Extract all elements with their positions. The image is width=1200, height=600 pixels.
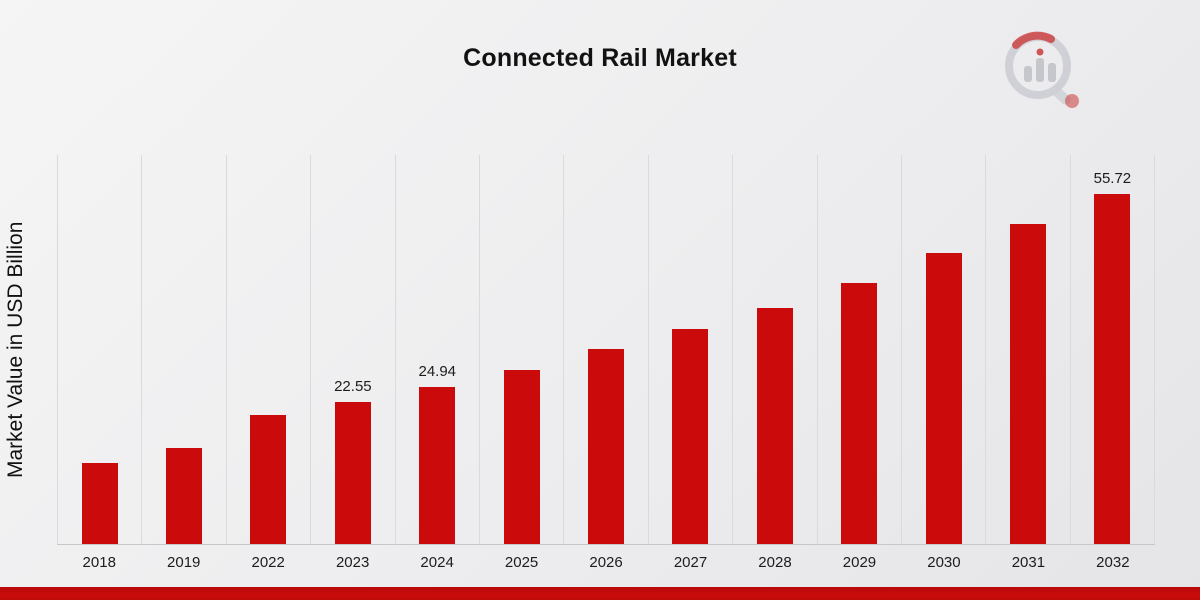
x-tick-label: 2032 — [1096, 554, 1130, 571]
grid-cell: 24.94 — [394, 155, 479, 544]
bar-2032 — [1094, 194, 1131, 544]
grid-cell — [563, 155, 647, 544]
bar-value-label: 22.55 — [334, 378, 372, 395]
bar-2025 — [503, 370, 540, 544]
grid-cell — [478, 155, 563, 544]
bar-2031 — [1009, 224, 1046, 544]
x-tick-label: 2019 — [167, 554, 201, 571]
grid-cell: 55.72 — [1069, 155, 1156, 544]
bar-2028 — [756, 308, 793, 544]
bar-value-label: 55.72 — [1093, 170, 1132, 187]
bar-2023 — [334, 402, 371, 544]
x-tick-label: 2027 — [673, 554, 708, 571]
x-tick-label: 2024 — [420, 554, 454, 571]
x-tick-label: 2022 — [251, 554, 285, 571]
grid-cell — [647, 155, 732, 544]
bar-2022 — [250, 415, 287, 544]
bottom-stripe — [0, 587, 1200, 600]
x-axis: 2018 2019 2022 2023 2024 2025 2026 2027 2028 2029… — [57, 545, 1155, 571]
bar-value-label: 24.94 — [418, 363, 457, 380]
bar-2026 — [588, 349, 625, 544]
grid-cell — [816, 155, 901, 544]
x-tick-label: 2029 — [842, 554, 877, 571]
x-tick-label: 2023 — [335, 554, 370, 571]
brand-logo — [996, 28, 1088, 116]
bar-2029 — [841, 283, 878, 544]
x-tick-label: 2025 — [504, 554, 539, 571]
grid-cell — [225, 155, 310, 544]
bar-2027 — [672, 329, 709, 544]
grid-cell — [57, 155, 141, 544]
plot-area: 22.55 24.94 55.72 — [57, 155, 1156, 545]
grid-cell: 22.55 — [310, 155, 394, 544]
magnifier-bar-chart-icon — [1005, 31, 1079, 108]
bar-chart: 22.55 24.94 55.72 2018 2019 2022 2023 2024 2025… — [57, 155, 1156, 571]
grid-cell — [141, 155, 225, 544]
x-tick-label: 2018 — [82, 554, 116, 571]
chart-title: Connected Rail Market — [463, 44, 737, 72]
bar-2030 — [925, 253, 962, 544]
bar-2024 — [419, 387, 456, 544]
x-tick-label: 2028 — [758, 554, 792, 571]
x-tick-label: 2031 — [1011, 554, 1046, 571]
y-axis-label: Market Value in USD Billion — [4, 221, 27, 479]
grid-cell — [900, 155, 985, 544]
bar-2018 — [81, 463, 118, 544]
x-tick-label: 2026 — [589, 554, 623, 571]
grid-cell — [985, 155, 1069, 544]
x-tick-label: 2030 — [927, 554, 961, 571]
grid-cell — [732, 155, 816, 544]
bar-2019 — [166, 448, 203, 544]
